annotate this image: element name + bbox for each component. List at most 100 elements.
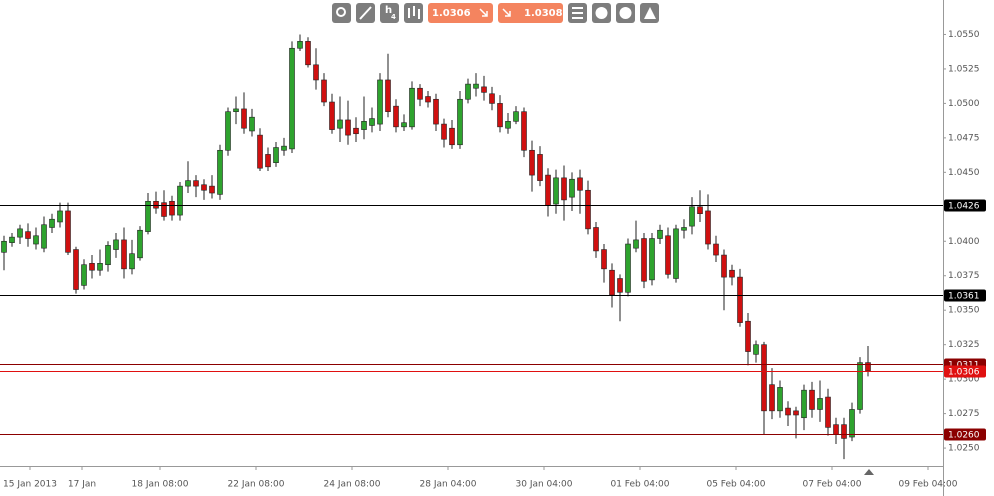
- candle-body: [281, 145, 287, 151]
- candle-body: [81, 264, 87, 286]
- x-tick-label: 24 Jan 08:00: [324, 480, 381, 490]
- candle-body: [601, 249, 607, 270]
- candle-body: [737, 276, 743, 323]
- candle-body: [625, 243, 631, 293]
- y-tick-label: 1.0250: [948, 444, 980, 454]
- candle-body: [145, 200, 151, 232]
- icon: [479, 8, 488, 17]
- candle-body: [569, 178, 575, 198]
- candle-body: [769, 384, 775, 412]
- candle-body: [201, 184, 207, 191]
- candle-body: [393, 105, 399, 128]
- candle-body: [305, 41, 311, 66]
- buy-button[interactable]: [498, 3, 563, 23]
- candle-body: [401, 122, 407, 128]
- candle-body: [89, 263, 95, 271]
- candle-body: [345, 119, 351, 136]
- candle-body: [761, 344, 767, 412]
- sell-price: 1.0306: [432, 8, 471, 19]
- candle-body: [817, 398, 823, 410]
- candle-body: [289, 47, 295, 150]
- candle-body: [849, 409, 855, 438]
- candle-body: [9, 236, 15, 243]
- candle-body: [49, 218, 55, 228]
- level-tag: [944, 199, 986, 212]
- icon: [408, 6, 420, 19]
- candle-body: [193, 180, 199, 187]
- timeframe: h: [385, 5, 392, 16]
- candle-body: [73, 249, 79, 290]
- candle-body: [465, 83, 471, 100]
- y-tick-label: 1.0375: [948, 271, 980, 281]
- y-tick-label: 1.0500: [948, 99, 980, 109]
- level-label: 1.0260: [948, 431, 980, 441]
- candle-body: [457, 98, 463, 146]
- candle-body: [585, 189, 591, 230]
- candle-body: [65, 210, 71, 253]
- candle-body: [273, 147, 279, 163]
- candle-body: [489, 93, 495, 104]
- candle-body: [785, 407, 791, 416]
- candle-body: [137, 229, 143, 259]
- y-tick-label: 1.0525: [948, 64, 980, 74]
- y-tick-label: 1.0350: [948, 306, 980, 316]
- timeframe-button[interactable]: [380, 3, 399, 23]
- candle-body: [313, 64, 319, 81]
- candle-body: [521, 111, 527, 151]
- candle-body: [809, 389, 815, 410]
- x-tick-label: 30 Jan 04:00: [516, 480, 573, 490]
- toolbar: h 4 1.0306 1.0308: [332, 3, 659, 23]
- y-tick-label: 1.0450: [948, 168, 980, 178]
- candle-body: [505, 121, 511, 129]
- candle-body: [713, 243, 719, 256]
- candle-body: [353, 127, 359, 135]
- candle-body: [593, 227, 599, 252]
- candle-body: [177, 185, 183, 216]
- candle-body: [433, 98, 439, 125]
- candle-body: [369, 118, 375, 126]
- sell-button[interactable]: [428, 3, 493, 23]
- candle-body: [481, 86, 487, 93]
- icon: [336, 7, 346, 17]
- x-tick-label: 17 Jan: [68, 480, 96, 490]
- candle-body: [649, 238, 655, 281]
- icon: [359, 6, 372, 20]
- candle-body: [745, 320, 751, 352]
- x-tick-label: 28 Jan 04:00: [420, 480, 477, 490]
- candle-body: [25, 231, 31, 239]
- icon: [595, 7, 608, 19]
- candle-body: [705, 210, 711, 245]
- candle-body: [297, 41, 303, 49]
- candle-body: [793, 410, 799, 416]
- candle-body: [721, 254, 727, 278]
- candle-body: [377, 79, 383, 125]
- candle-body: [209, 185, 215, 194]
- plot: 1.0250 1.0275 1.0300 1.0325 1.0350 1.0375 1.04…: [0, 30, 986, 490]
- icon: [572, 7, 583, 19]
- candle-body: [425, 96, 431, 103]
- candle-body: [41, 224, 47, 249]
- candle-body: [97, 263, 103, 271]
- candle-body: [833, 424, 839, 435]
- level-label: 1.0306: [948, 368, 980, 378]
- candle-body: [545, 174, 551, 206]
- buy-price: 1.0308: [524, 8, 563, 19]
- candle-body: [337, 119, 343, 129]
- candle-body: [657, 229, 663, 239]
- x-tick-label: 22 Jan 08:00: [228, 480, 285, 490]
- candle-body: [665, 235, 671, 275]
- candle-body: [537, 154, 543, 181]
- zoom-button[interactable]: [332, 3, 351, 23]
- candle-body: [577, 177, 583, 191]
- timeframe-n: 4: [391, 13, 396, 21]
- candle-body: [121, 239, 127, 270]
- candle-body: [841, 424, 847, 439]
- candle-body: [257, 134, 263, 169]
- y-tick-label: 1.0400: [948, 237, 980, 247]
- y-tick-label: 1.0550: [948, 30, 980, 40]
- candle-body: [385, 79, 391, 112]
- candle-body: [153, 200, 159, 209]
- candle-body: [777, 387, 783, 412]
